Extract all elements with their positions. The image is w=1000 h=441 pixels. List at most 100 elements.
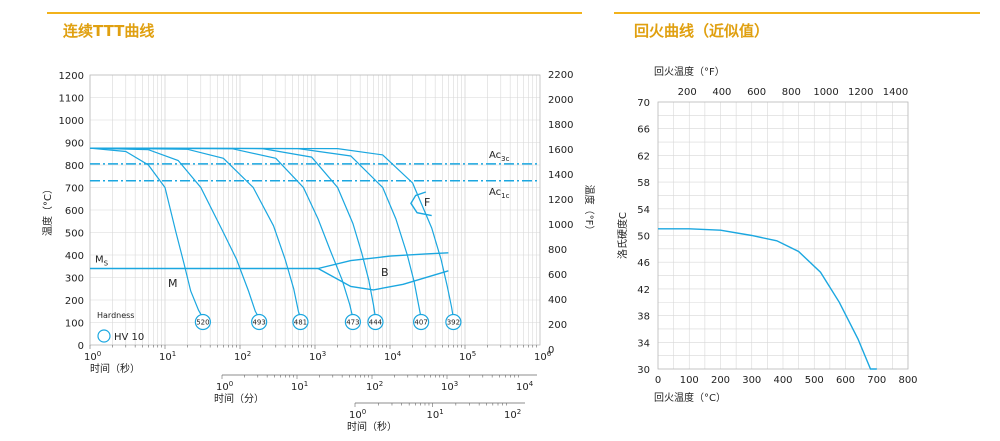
hardness-legend-label: HV 10	[114, 332, 144, 343]
temper-x-top-tick-label: 1000	[813, 87, 838, 98]
tempering-title: 回火曲线（近似值）	[634, 22, 770, 40]
hardness-value: 473	[346, 319, 359, 327]
x-axis-tick-label: 104	[516, 380, 534, 393]
temper-x-tick-label: 0	[655, 375, 661, 386]
cooling-curve	[89, 147, 377, 319]
temper-y-tick-label: 50	[637, 232, 650, 243]
cct-y-tick-label: 0	[78, 341, 84, 352]
hardness-circle	[413, 313, 430, 331]
temper-y-tick-label: 66	[637, 125, 650, 136]
region-label-m: M	[168, 277, 178, 290]
cct-title: 连续TTT曲线	[63, 22, 155, 40]
temper-x-tick-label: 800	[898, 375, 917, 386]
x-axis-tick-label: 102	[234, 350, 251, 363]
x-axis-tick-label: 101	[427, 408, 444, 421]
hardness-circle	[194, 313, 211, 331]
x-axis-title: 时间（分）	[214, 392, 264, 405]
cct-y-tick-label: 100	[65, 319, 84, 330]
hardness-value: 481	[294, 319, 307, 327]
temper-y-tick-label: 62	[637, 151, 650, 162]
temper-x-tick-label: 300	[742, 375, 761, 386]
cct-y-tick-label: 1200	[59, 71, 84, 82]
temper-x-top-tick-label: 1200	[848, 87, 873, 98]
x-axis-title: 时间（秒）	[90, 362, 140, 375]
cct-y-right-tick-label: 600	[548, 270, 567, 281]
x-axis-title: 时间（秒）	[347, 420, 397, 433]
cct-y-tick-label: 500	[65, 229, 84, 240]
x-axis-tick-label: 100	[216, 380, 233, 393]
hardness-legend-title: Hardness	[97, 311, 134, 320]
temper-x-top-tick-label: 800	[782, 87, 801, 98]
hardness-value: 520	[196, 319, 209, 327]
hardness-circle	[445, 313, 462, 331]
temper-x-tick-label: 600	[836, 375, 855, 386]
cct-y-tick-label: 400	[65, 251, 84, 262]
hardness-value: 444	[369, 319, 383, 327]
cct-y-tick-label: 800	[65, 161, 84, 172]
region-label-f: F	[424, 196, 430, 209]
temper-y-tick-label: 42	[637, 285, 650, 296]
cct-y-right-tick-label: 0	[548, 345, 554, 356]
temper-y-tick-label: 46	[637, 258, 650, 269]
cooling-curve	[89, 147, 422, 319]
temper-y-tick-label: 54	[637, 205, 650, 216]
temper-y-tick-label: 34	[637, 338, 650, 349]
temper-x-tick-label: 400	[773, 375, 792, 386]
cct-y-right-tick-label: 2200	[548, 70, 573, 81]
x-axis-tick-label: 105	[459, 350, 476, 363]
temper-y-tick-label: 38	[637, 312, 650, 323]
temper-y-tick-label: 70	[637, 98, 650, 109]
cct-y-tick-label: 700	[65, 184, 84, 195]
cooling-curve	[89, 147, 204, 319]
hardness-value: 407	[414, 319, 427, 327]
region-label-b: B	[381, 266, 389, 279]
temper-x-top-tick-label: 1400	[883, 87, 908, 98]
temper-x-top-tick-label: 400	[712, 87, 731, 98]
tempering-curve	[658, 228, 877, 370]
x-axis-tick-label: 102	[366, 380, 383, 393]
hardness-circle	[292, 313, 309, 331]
hardness-circle	[367, 313, 384, 331]
header-rule-left	[47, 12, 582, 14]
temper-ylabel: 洛氏硬度C	[616, 212, 629, 259]
cooling-curve	[89, 147, 302, 319]
ac-label: Ac1c	[489, 187, 510, 200]
cct-y-right-tick-label: 800	[548, 245, 567, 256]
temper-x-top-tick-label: 200	[678, 87, 697, 98]
transformation-boundary	[410, 191, 432, 217]
hardness-value: 493	[252, 319, 265, 327]
cct-y-tick-label: 900	[65, 139, 84, 150]
cooling-curve	[89, 147, 354, 319]
x-axis-tick-label: 100	[349, 408, 366, 421]
temper-x-tick-label: 700	[867, 375, 886, 386]
cct-y-tick-label: 300	[65, 274, 84, 285]
x-axis-tick-label: 103	[441, 380, 458, 393]
cct-y-right-tick-label: 1400	[548, 170, 573, 181]
cct-y-right-tick-label: 1600	[548, 145, 573, 156]
cooling-curve	[89, 147, 454, 319]
ac-label: Ac3c	[489, 150, 510, 163]
x-axis-tick-label: 102	[504, 408, 521, 421]
cct-y-tick-label: 1100	[59, 94, 84, 105]
transformation-boundary	[317, 252, 449, 270]
cct-y-right-tick-label: 1000	[548, 220, 573, 231]
cct-y-tick-label: 200	[65, 296, 84, 307]
hardness-circle	[344, 313, 361, 331]
header-rule-right	[614, 12, 980, 14]
temper-x-tick-label: 100	[680, 375, 699, 386]
temper-x-top-tick-label: 600	[747, 87, 766, 98]
cct-ylabel: 温度（°C）	[41, 184, 54, 236]
x-axis-tick-label: 101	[291, 380, 308, 393]
cooling-curve	[89, 147, 260, 319]
x-axis-tick-label: 106	[534, 350, 552, 363]
temper-x-tick-label: 200	[711, 375, 730, 386]
temper-y-tick-label: 30	[637, 365, 650, 376]
cct-y-right-tick-label: 1800	[548, 120, 573, 131]
x-axis-tick-label: 103	[309, 350, 326, 363]
transformation-boundary	[317, 267, 449, 291]
temper-x-tick-label: 500	[805, 375, 824, 386]
hardness-legend-circle	[97, 329, 111, 343]
x-axis-tick-label: 101	[159, 350, 176, 363]
temper-y-tick-label: 58	[637, 178, 650, 189]
